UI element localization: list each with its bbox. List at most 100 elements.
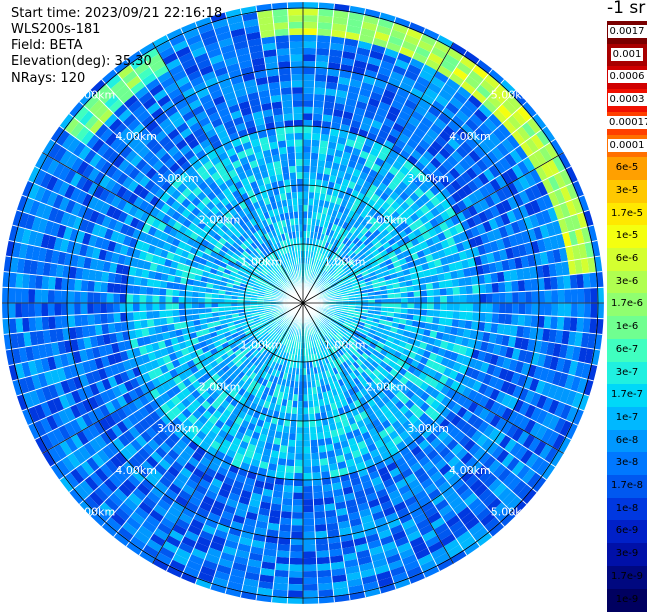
range-gate-cell <box>498 282 505 293</box>
range-gate-cell <box>524 315 531 327</box>
range-gate-cell <box>492 313 499 324</box>
range-gate-cell <box>107 293 114 303</box>
range-gate-cell <box>472 312 479 322</box>
range-gate-cell <box>303 401 308 408</box>
range-gate-cell <box>292 512 303 519</box>
range-gate-cell <box>571 289 578 303</box>
range-gate-cell <box>140 286 147 295</box>
range-gate-cell <box>303 22 318 29</box>
range-gate-cell <box>35 275 43 289</box>
range-gate-cell <box>414 297 421 303</box>
range-gate-cell <box>172 310 179 317</box>
range-gate-cell <box>471 275 479 285</box>
range-gate-cell <box>283 485 293 492</box>
range-gate-cell <box>288 577 303 584</box>
range-gate-cell <box>484 273 492 284</box>
range-gate-cell <box>9 303 16 318</box>
range-gate-cell <box>316 550 330 558</box>
range-gate-cell <box>490 272 498 283</box>
range-gate-cell <box>505 314 512 325</box>
range-gate-cell <box>473 294 480 303</box>
range-gate-cell <box>440 288 447 296</box>
range-gate-cell <box>486 303 493 313</box>
range-gate-cell <box>192 297 199 303</box>
range-gate-cell <box>274 576 289 584</box>
range-gate-cell <box>518 314 525 326</box>
range-gate-cell <box>563 275 571 289</box>
range-gate-cell <box>113 293 120 303</box>
range-gate-cell <box>28 289 35 303</box>
range-gate-cell <box>303 87 314 94</box>
range-gate-cell <box>531 278 538 291</box>
range-gate-cell <box>166 303 173 310</box>
range-gate-cell <box>499 303 506 314</box>
range-gate-cell <box>81 280 88 292</box>
range-gate-cell <box>453 295 460 303</box>
range-gate-cell <box>74 303 81 315</box>
range-gate-cell <box>134 320 142 330</box>
range-gate-cell <box>497 271 505 282</box>
range-gate-cell <box>290 545 303 552</box>
range-gate-cell <box>185 297 192 303</box>
range-gate-cell <box>485 313 492 323</box>
range-gate-cell <box>311 146 320 153</box>
range-gate-cell <box>303 584 318 591</box>
range-gate-cell <box>303 519 315 526</box>
range-gate-cell <box>153 303 160 311</box>
range-gate-cell <box>315 524 327 531</box>
range-gate-cell <box>303 453 311 460</box>
range-gate-cell <box>303 532 315 539</box>
range-gate-cell <box>315 531 328 538</box>
range-gate-cell <box>545 290 552 303</box>
range-gate-cell <box>590 303 597 318</box>
range-gate-cell <box>317 35 331 43</box>
range-gate-cell <box>288 590 303 597</box>
range-gate-cell <box>205 303 212 308</box>
range-gate-cell <box>55 277 63 290</box>
range-gate-cell <box>321 471 331 479</box>
range-gate-cell <box>303 466 312 473</box>
range-gate-cell <box>139 294 146 303</box>
range-gate-cell <box>314 511 326 518</box>
range-gate-cell <box>465 276 473 286</box>
range-gate-cell <box>310 159 318 166</box>
range-gate-cell <box>277 458 286 466</box>
range-gate-cell <box>303 113 313 120</box>
range-gate-cell <box>316 557 330 565</box>
range-gate-cell <box>35 317 43 331</box>
range-gate-cell <box>289 558 303 565</box>
range-gate-cell <box>41 289 48 303</box>
range-gate-cell <box>318 589 334 597</box>
range-gate-cell <box>466 303 473 312</box>
range-gate-cell <box>311 459 320 466</box>
range-gate-cell <box>532 303 539 315</box>
range-gate-cell <box>584 303 591 318</box>
range-gate-cell <box>320 134 330 142</box>
range-gate-cell <box>289 571 303 578</box>
range-gate-cell <box>114 273 122 284</box>
range-gate-cell <box>303 192 309 199</box>
range-gate-cell <box>303 133 312 140</box>
range-gate-cell <box>312 133 321 140</box>
range-gate-cell <box>48 316 56 330</box>
range-gate-cell <box>532 291 539 303</box>
range-gate-cell <box>310 427 317 434</box>
range-gate-cell <box>303 172 310 179</box>
range-gate-cell <box>94 314 101 325</box>
range-gate-cell <box>394 298 401 303</box>
range-gate-cell <box>272 490 283 498</box>
range-gate-cell <box>172 289 179 296</box>
range-gate-cell <box>490 323 498 334</box>
range-gate-cell <box>427 289 434 296</box>
range-gate-cell <box>68 291 75 303</box>
range-gate-cell <box>140 277 148 286</box>
range-gate-cell <box>303 492 313 499</box>
range-gate-cell <box>310 440 318 447</box>
range-gate-cell <box>505 281 512 292</box>
range-gate-cell <box>452 278 460 287</box>
range-gate-cell <box>48 276 56 290</box>
range-gate-cell <box>303 427 310 434</box>
range-gate-cell <box>303 499 314 506</box>
range-gate-cell <box>303 48 316 55</box>
